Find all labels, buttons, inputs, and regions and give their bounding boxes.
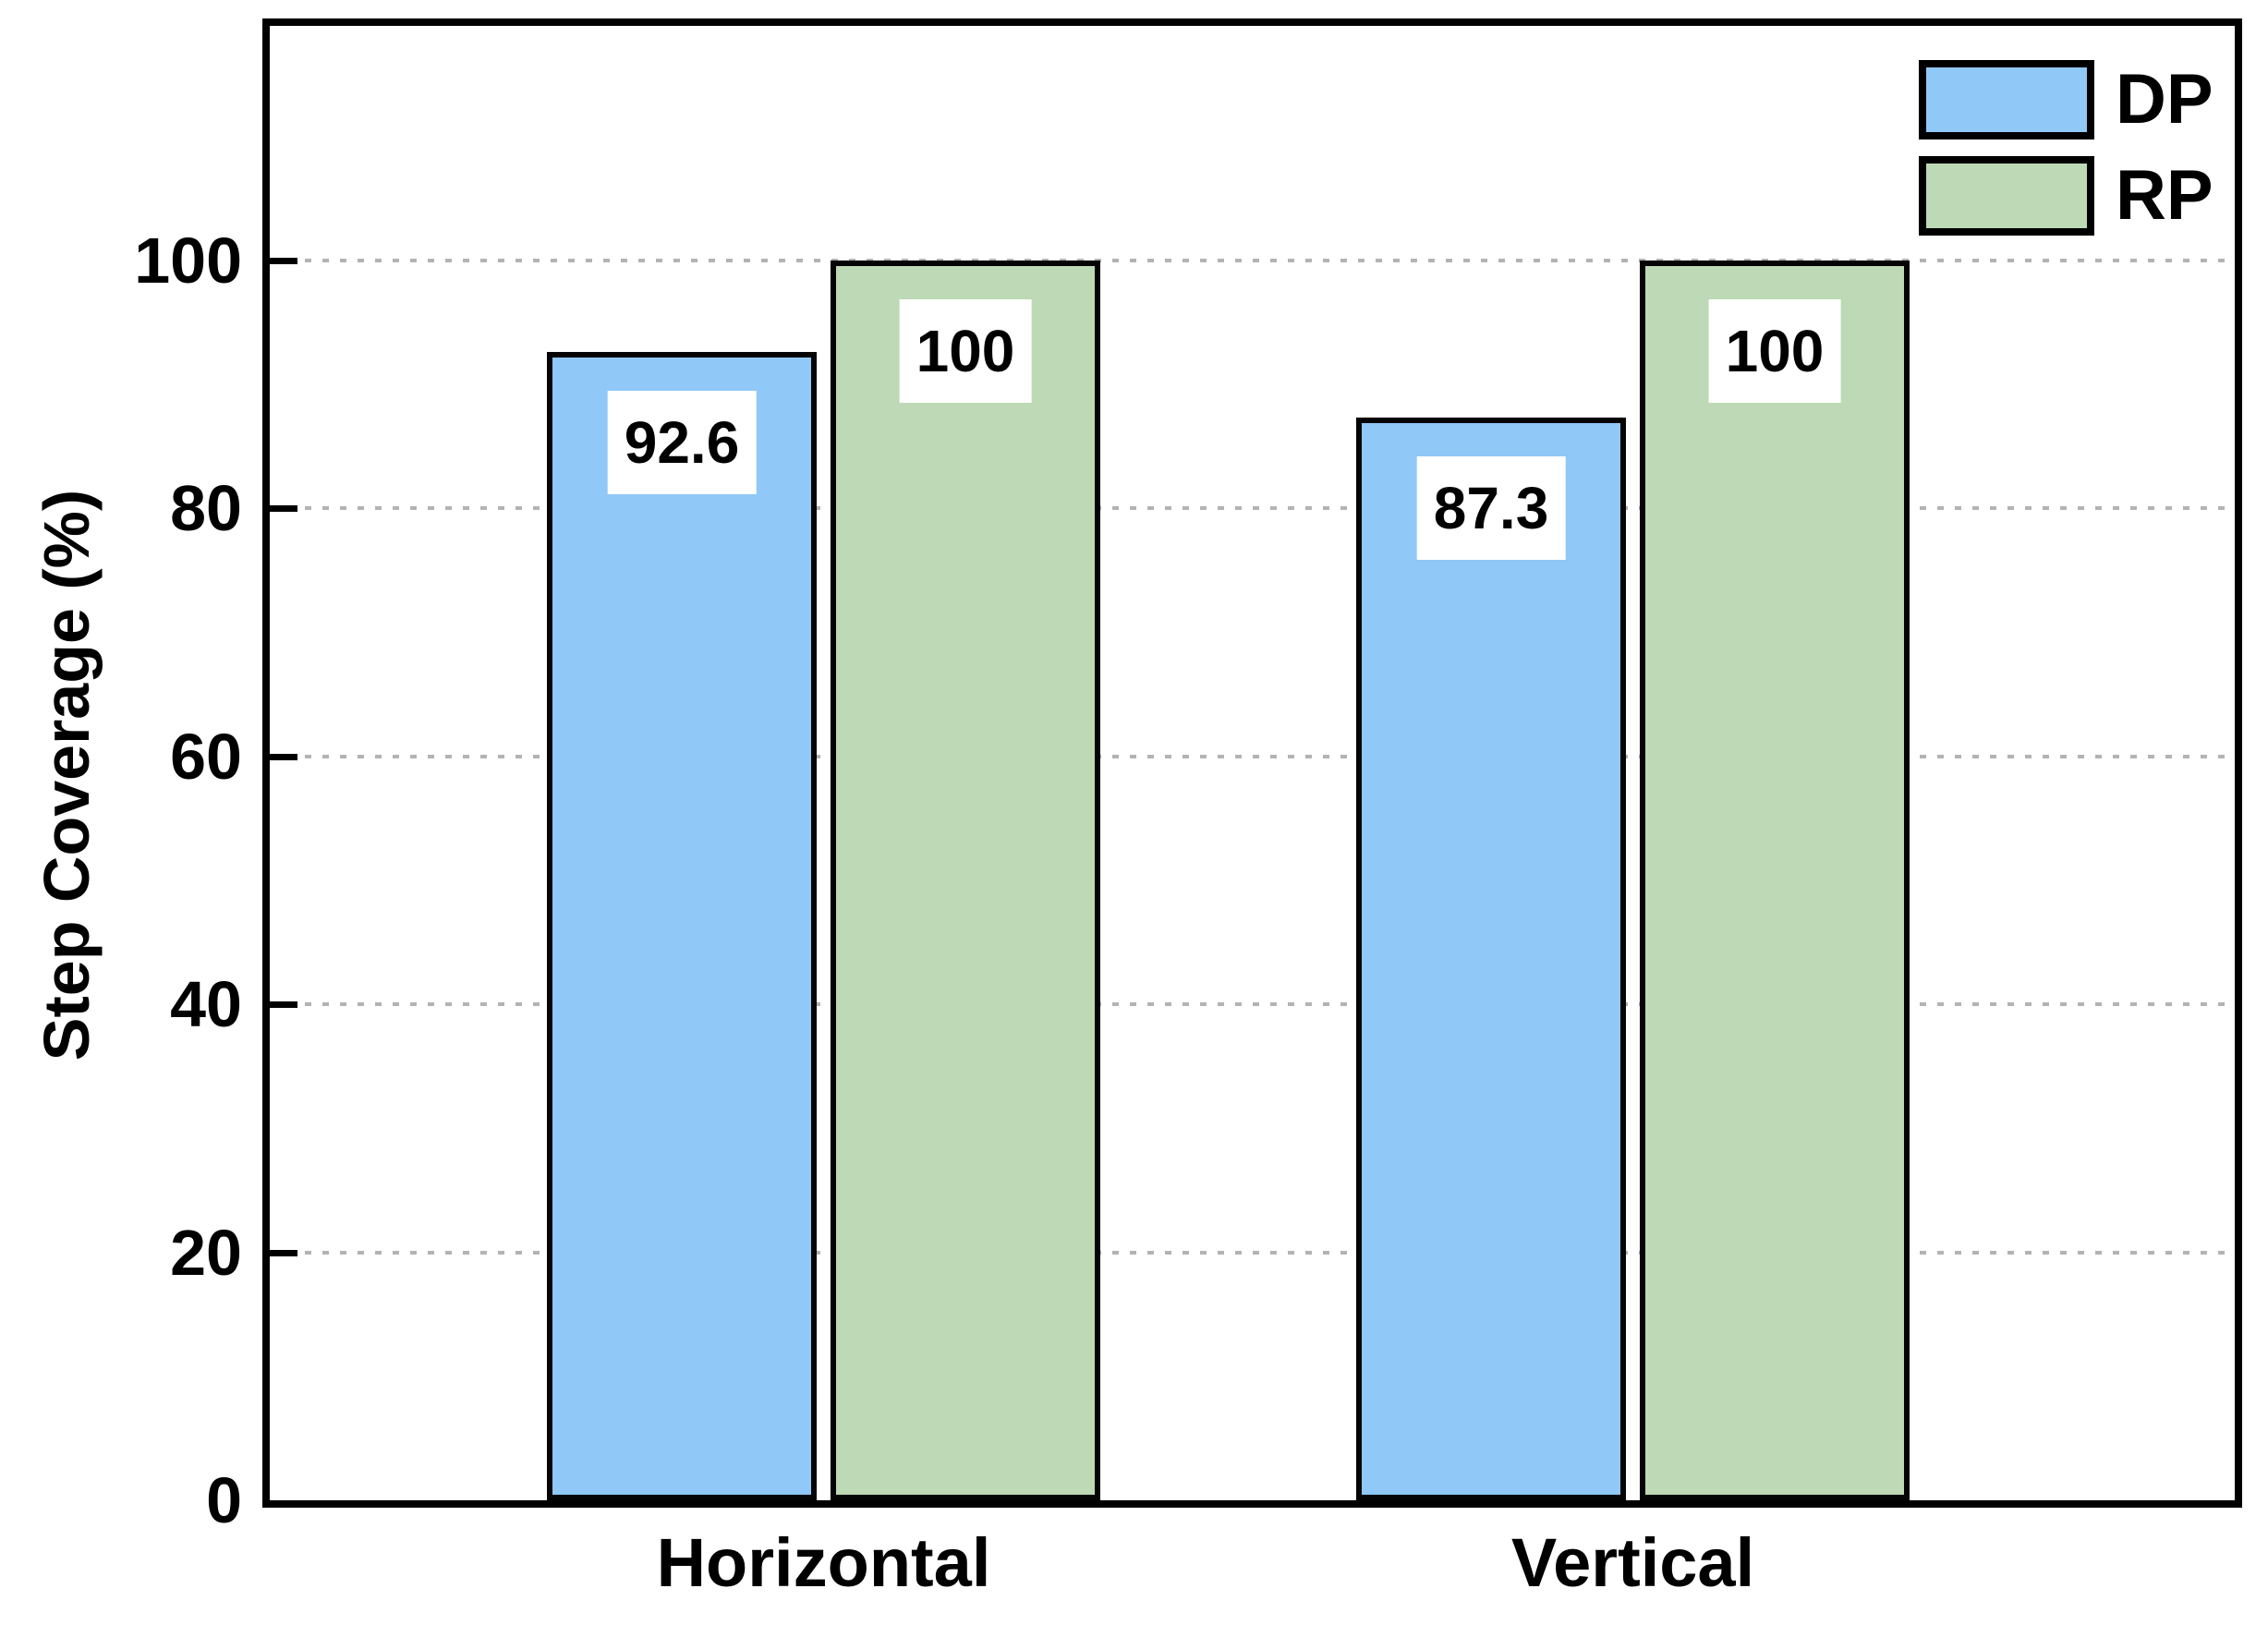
y-axis-tick bbox=[270, 753, 297, 760]
y-axis-tick bbox=[270, 505, 297, 513]
y-tick-label: 60 bbox=[170, 720, 242, 793]
gridline-y80 bbox=[270, 506, 2235, 511]
legend-swatch-dp bbox=[1919, 60, 2094, 139]
y-axis-tick bbox=[270, 258, 297, 264]
category-label-horizontal: Horizontal bbox=[656, 1524, 991, 1601]
y-tick-label: 40 bbox=[170, 968, 242, 1041]
gridline-y60 bbox=[270, 754, 2235, 758]
legend-label-rp: RP bbox=[2116, 156, 2213, 235]
bar-value-label: 100 bbox=[1708, 299, 1841, 403]
y-axis-tick bbox=[270, 1249, 297, 1256]
plot-area: 92.6 100 87.3 100 DP RP bbox=[262, 18, 2242, 1508]
bar-horizontal-dp bbox=[547, 352, 817, 1500]
legend-swatch-rp bbox=[1919, 156, 2094, 236]
gridline-y100 bbox=[270, 259, 2235, 262]
y-tick-label: 20 bbox=[170, 1216, 242, 1289]
bar-value-label: 100 bbox=[899, 299, 1032, 403]
bar-vertical-dp bbox=[1356, 418, 1626, 1500]
plot-inner: 92.6 100 87.3 100 DP RP bbox=[270, 26, 2235, 1500]
y-tick-label: 0 bbox=[206, 1464, 242, 1536]
gridline-y40 bbox=[270, 1002, 2235, 1007]
y-tick-label: 100 bbox=[134, 224, 242, 297]
bar-value-label: 92.6 bbox=[607, 391, 757, 495]
bar-horizontal-rp bbox=[831, 261, 1100, 1500]
gridline-y20 bbox=[270, 1250, 2235, 1255]
bar-vertical-rp bbox=[1640, 261, 1910, 1500]
legend-label-dp: DP bbox=[2116, 60, 2213, 139]
y-axis-tick bbox=[270, 1001, 297, 1009]
y-tick-label: 80 bbox=[170, 472, 242, 545]
bar-value-label: 87.3 bbox=[1416, 456, 1566, 561]
category-label-vertical: Vertical bbox=[1510, 1524, 1755, 1601]
